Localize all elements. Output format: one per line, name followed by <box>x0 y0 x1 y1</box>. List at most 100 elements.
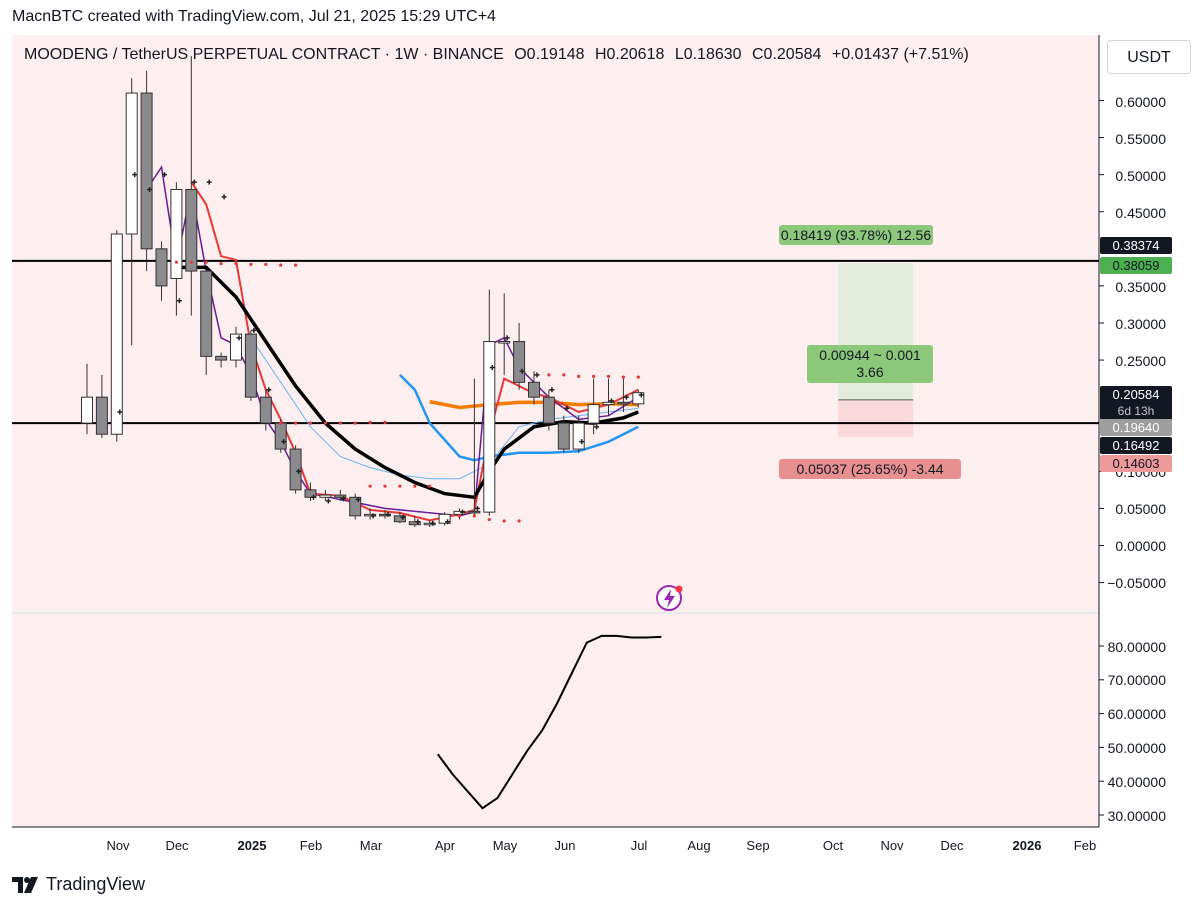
ohlc-low: L0.18630 <box>674 46 742 63</box>
candle-body <box>259 396 272 424</box>
cross-marker <box>579 439 585 445</box>
cross-marker <box>489 364 495 370</box>
time-tick-label: Oct <box>822 838 844 853</box>
cross-marker <box>176 298 182 304</box>
candle <box>230 326 242 368</box>
candle-body <box>587 404 600 424</box>
symbol-info[interactable]: MOODENG / TetherUS PERPETUAL CONTRACT · … <box>24 46 975 64</box>
cross-markers <box>117 172 644 526</box>
price-tick-label: 0.00000 <box>1115 538 1166 554</box>
cross-marker <box>385 511 391 517</box>
candle <box>81 363 93 435</box>
cross-marker <box>534 372 540 378</box>
psar-dot <box>606 374 611 378</box>
candle-body <box>349 496 362 517</box>
position-loss-zone <box>838 399 914 438</box>
cross-marker <box>147 186 153 192</box>
chart-credit: MacnBTC created with TradingView.com, Ju… <box>12 8 496 25</box>
candle <box>170 182 183 316</box>
candle-body <box>319 494 332 498</box>
time-tick-label: Jun <box>554 838 576 853</box>
rsi-tick-label: 50.00000 <box>1107 740 1166 756</box>
cross-marker <box>221 194 227 200</box>
candle <box>334 489 347 501</box>
price-tick-label: −0.05000 <box>1107 575 1166 591</box>
tradingview-logo-icon <box>12 876 38 893</box>
candle <box>110 230 123 442</box>
price-tick-label: 0.45000 <box>1115 205 1166 221</box>
cross-marker <box>609 398 614 404</box>
lightning-icon[interactable] <box>656 585 683 611</box>
time-tick-label: Mar <box>359 838 383 853</box>
brand-footer[interactable]: TradingView <box>12 874 145 895</box>
cross-marker <box>504 335 510 341</box>
stop-label[interactable]: 0.05037 (25.65%) -3.44 <box>779 459 961 479</box>
candle <box>498 293 511 375</box>
candle <box>542 389 555 431</box>
candle-body <box>632 392 645 405</box>
psar-dot <box>577 374 581 378</box>
candle <box>393 512 406 524</box>
time-tick-label: Dec <box>165 838 189 853</box>
cross-marker <box>623 394 629 400</box>
candle-body <box>334 494 347 498</box>
price-tick-label: 0.25000 <box>1115 353 1166 369</box>
price-badge-last: 0.20584 <box>1100 386 1172 403</box>
candle-body <box>200 270 213 357</box>
candle-body <box>140 92 153 250</box>
candle <box>632 389 645 408</box>
price-tick-label: 0.50000 <box>1115 168 1166 184</box>
price-tick-label: 0.05000 <box>1115 501 1166 517</box>
price-badge-resistance: 0.38374 <box>1100 237 1172 254</box>
ema-black-line <box>176 265 639 500</box>
time-tick-label: Nov <box>880 838 904 853</box>
candle <box>572 415 585 453</box>
candle <box>513 322 526 390</box>
candle-body <box>95 396 108 435</box>
candle-body <box>289 448 302 491</box>
rsi-series-line <box>436 634 662 810</box>
candle-body <box>528 381 540 398</box>
candle-body <box>513 341 526 383</box>
price-tick-label: 0.35000 <box>1115 279 1166 295</box>
target-label[interactable]: 0.18419 (93.78%) 12.56 <box>779 225 933 245</box>
rsi-tick-label: 80.00000 <box>1107 639 1166 655</box>
psar-dot <box>279 263 283 267</box>
cross-marker <box>340 496 346 502</box>
psar-dot <box>517 519 521 523</box>
psar-dot <box>174 260 178 264</box>
time-tick-label: Dec <box>940 838 964 853</box>
cross-marker <box>281 439 287 445</box>
candle-body <box>393 515 406 523</box>
psar-dot <box>368 420 372 424</box>
candle <box>200 270 213 375</box>
candle-body <box>602 401 615 406</box>
candle <box>244 330 257 401</box>
price-badge-support: 0.16492 <box>1100 437 1172 454</box>
candle-body <box>155 248 168 287</box>
candle <box>438 512 451 526</box>
price-tick-label: 0.30000 <box>1115 316 1166 332</box>
cross-marker <box>460 509 465 515</box>
candle <box>483 289 496 516</box>
candle-body <box>215 355 228 361</box>
currency-button[interactable]: USDT <box>1107 40 1191 74</box>
psar-dot <box>264 262 268 266</box>
cross-marker <box>564 405 570 411</box>
candle-body <box>468 510 481 514</box>
psar-dot <box>249 262 253 266</box>
risk-reward-box[interactable]: 0.00944 ~ 0.001 3.66 <box>807 345 933 383</box>
symbol-name[interactable]: MOODENG / TetherUS PERPETUAL CONTRACT · … <box>24 46 504 63</box>
rsi-tick-label: 70.00000 <box>1107 672 1166 688</box>
cross-marker <box>445 519 451 525</box>
cross-marker <box>370 513 376 519</box>
candle <box>185 55 198 316</box>
psar-dot <box>353 421 357 425</box>
psar-dot <box>189 260 193 264</box>
risk-reward-range: 0.00944 ~ 0.001 <box>819 347 921 363</box>
candle <box>587 378 600 435</box>
price-axis-ticks <box>1099 99 1104 816</box>
candle-body <box>617 401 630 405</box>
rsi-tick-label: 40.00000 <box>1107 774 1166 790</box>
